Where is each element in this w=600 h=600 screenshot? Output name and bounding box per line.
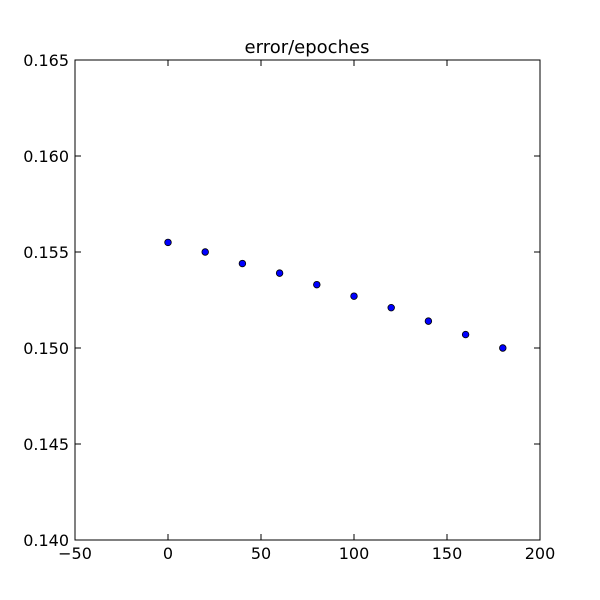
data-point: [424, 317, 433, 325]
x-axis: −50 0 50 100 150 200: [58, 60, 555, 563]
x-tick-label: 150: [432, 544, 463, 563]
data-point: [164, 238, 172, 247]
x-tick-label: 50: [251, 544, 271, 563]
data-point: [275, 269, 284, 277]
y-tick-label: 0.145: [23, 435, 69, 454]
y-axis: 0.140 0.145 0.150 0.155 0.160 0.165: [23, 51, 540, 550]
y-tick-label: 0.165: [23, 51, 69, 70]
data-points: [164, 238, 507, 352]
x-tick-label: −50: [58, 544, 92, 563]
y-tick-label: 0.160: [23, 147, 69, 166]
y-tick-label: 0.155: [23, 243, 69, 262]
y-tick-label: 0.140: [23, 531, 69, 550]
chart-title: error/epoches: [245, 37, 370, 58]
data-point: [461, 330, 470, 339]
data-point: [350, 292, 358, 300]
plot-area-frame: [74, 59, 541, 541]
data-point: [201, 248, 209, 256]
x-tick-label: 0: [163, 544, 173, 563]
data-point: [238, 259, 247, 268]
x-tick-label: 200: [525, 544, 556, 563]
y-tick-label: 0.150: [23, 339, 69, 358]
data-point: [387, 303, 395, 312]
data-point: [499, 344, 507, 352]
x-tick-label: 100: [339, 544, 370, 563]
data-point: [313, 280, 321, 289]
